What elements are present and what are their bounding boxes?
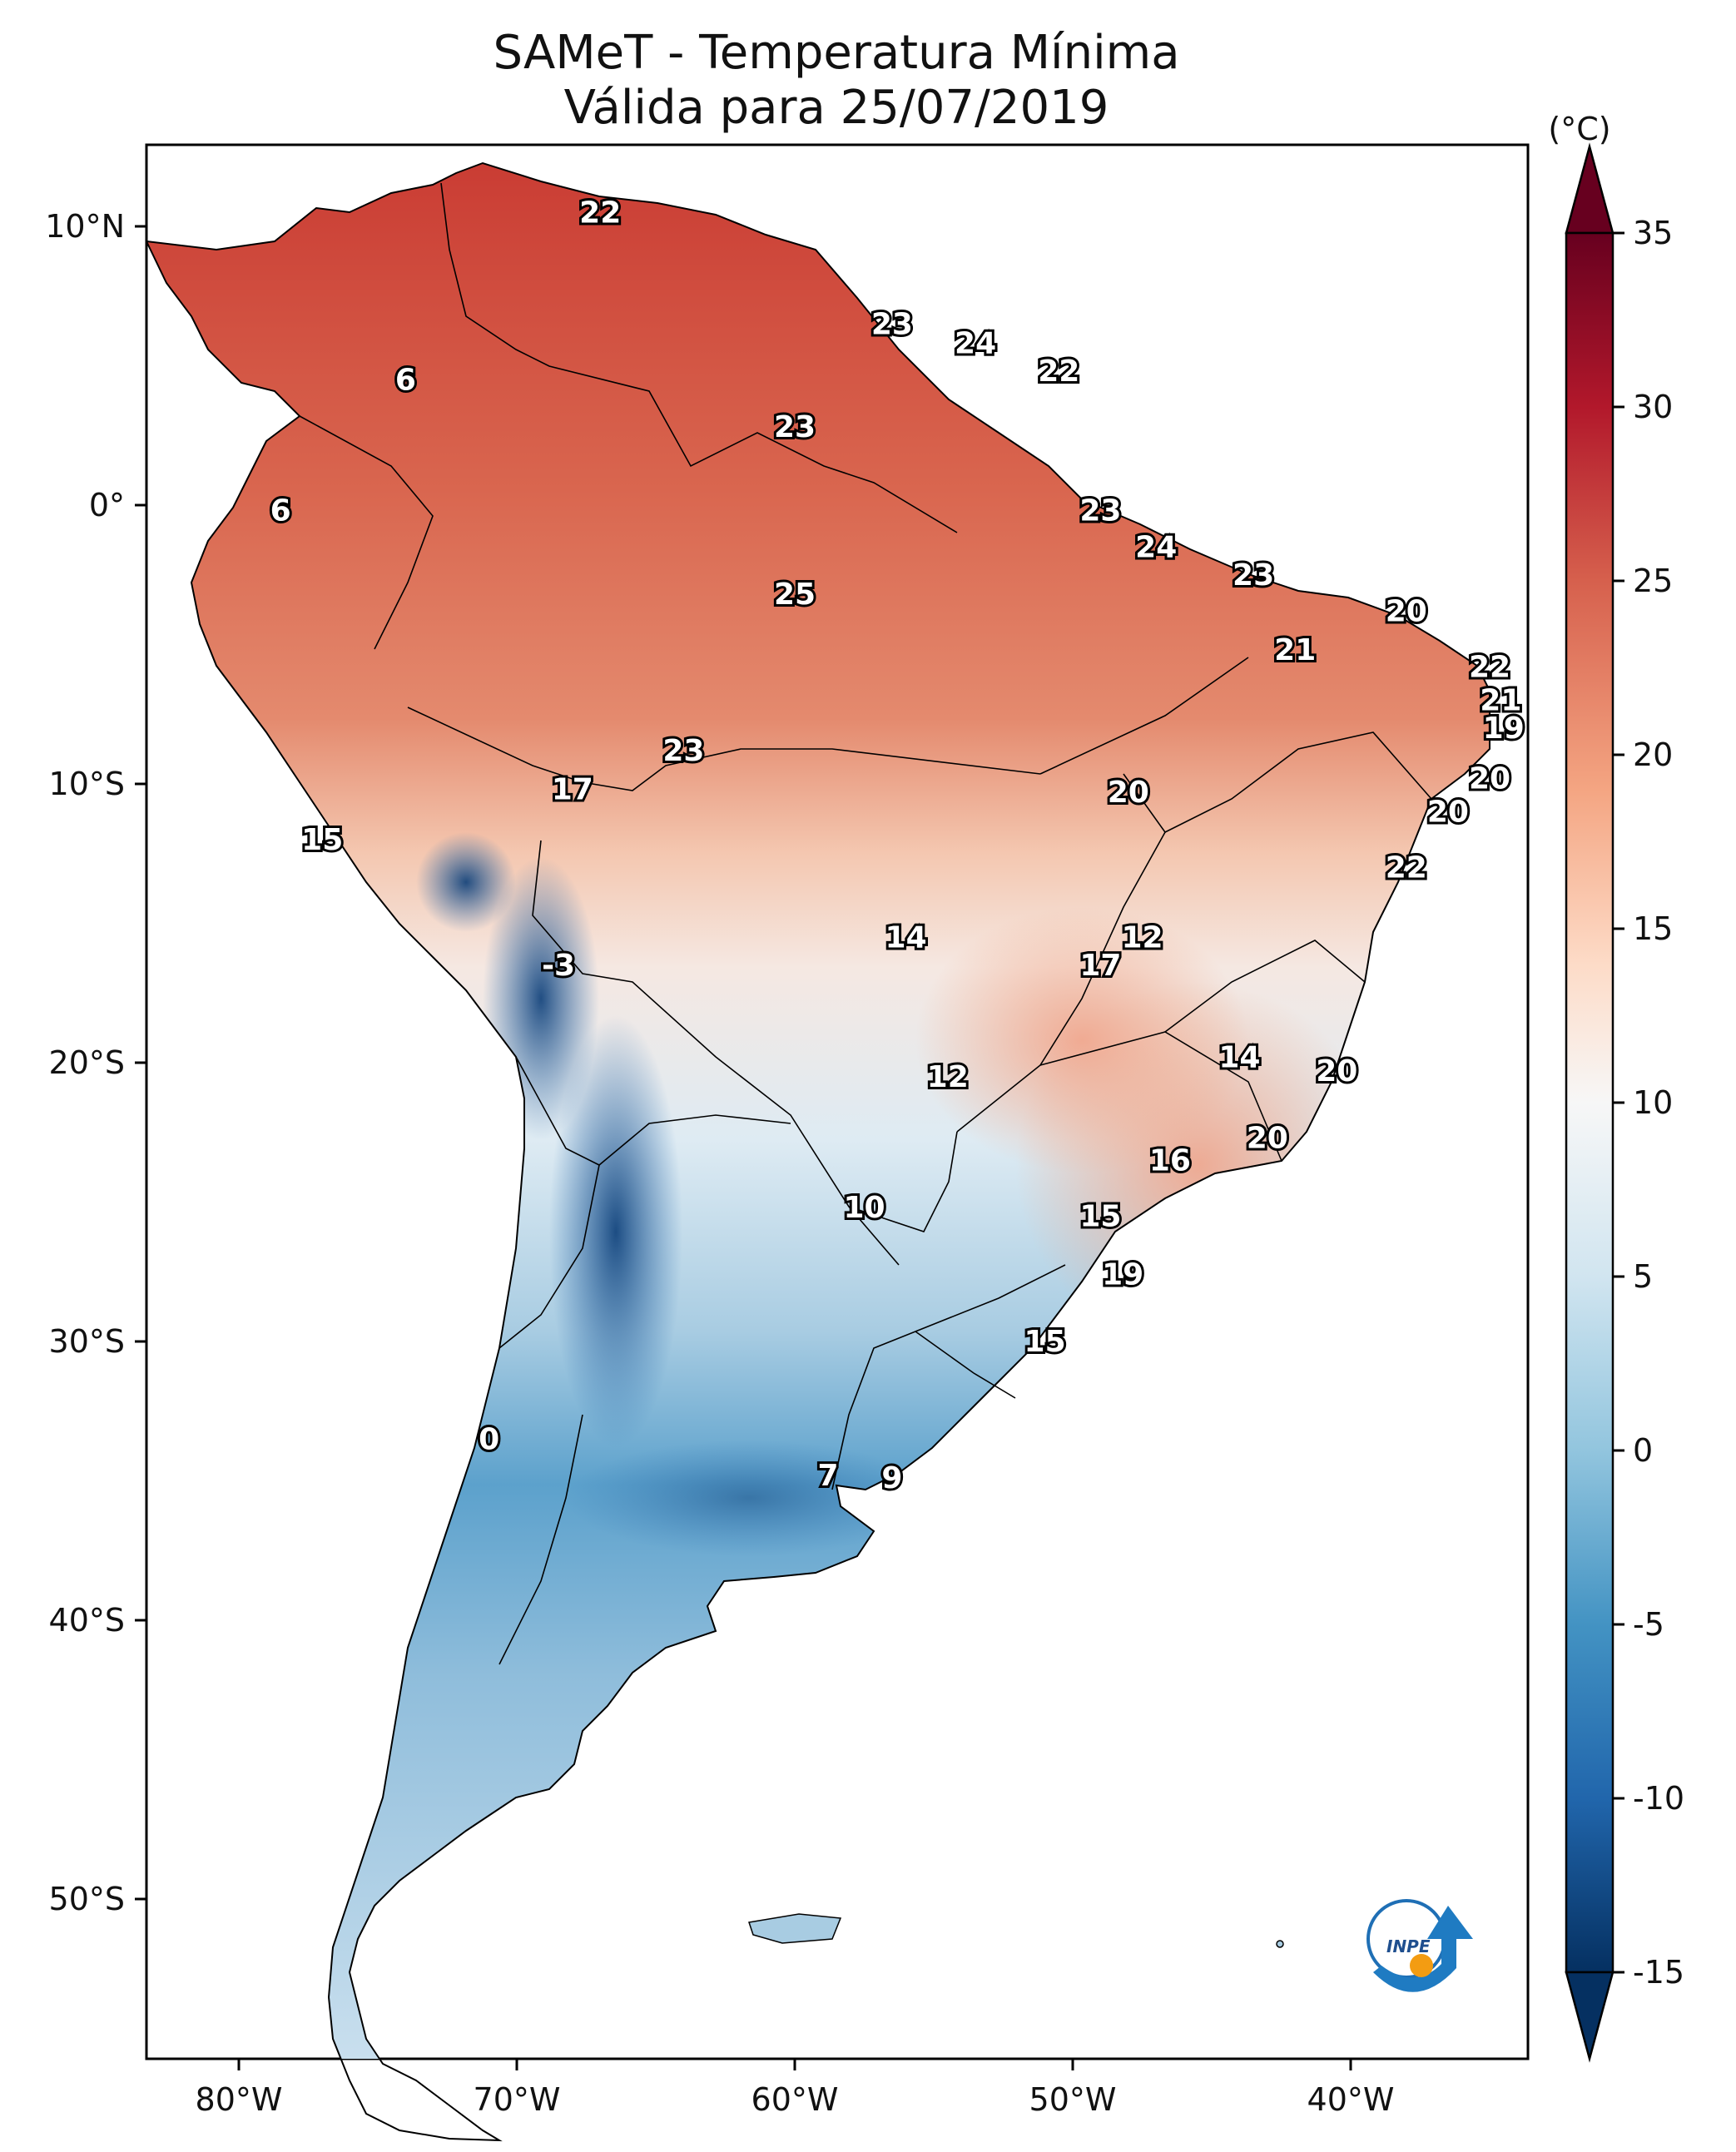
station-label: 22 <box>1386 851 1427 885</box>
station-label: 20 <box>1316 1054 1357 1088</box>
colorbar-tick-label: -5 <box>1633 1606 1664 1643</box>
colorbar-tick-label: 10 <box>1633 1084 1673 1121</box>
colorbar-ticks: 35 30 25 20 15 10 5 0 -5 -10 -15 <box>1613 215 1684 1991</box>
station-label: 10 <box>843 1191 885 1225</box>
lat-tick: 30°S <box>49 1323 125 1360</box>
colorbar-tick-label: 20 <box>1633 736 1673 773</box>
lon-tick: 40°W <box>1307 2081 1395 2118</box>
colorbar-tick-label: 0 <box>1633 1432 1653 1469</box>
station-label: 14 <box>885 920 927 955</box>
station-label: 0 <box>479 1422 499 1456</box>
station-label: 22 <box>1469 650 1510 684</box>
station-label: 6 <box>270 494 291 528</box>
station-label: 15 <box>301 823 343 857</box>
station-label: 6 <box>395 363 416 397</box>
station-label: 20 <box>1469 761 1510 796</box>
station-label: 21 <box>1274 633 1316 667</box>
station-label: 24 <box>1135 530 1177 564</box>
lat-tick: 40°S <box>49 1602 125 1639</box>
station-label: 21 <box>1480 684 1521 718</box>
colorbar-unit: (°C) <box>1548 111 1610 147</box>
station-label: -3 <box>542 949 575 983</box>
station-label: 19 <box>1483 712 1525 746</box>
station-label: 17 <box>1079 949 1121 983</box>
station-label: 9 <box>881 1461 902 1495</box>
station-label: 25 <box>774 578 816 612</box>
logo-text: INPE <box>1386 1936 1431 1956</box>
station-label: 20 <box>1427 796 1469 830</box>
lon-tick: 80°W <box>196 2081 283 2118</box>
station-label: 14 <box>1218 1040 1260 1074</box>
station-label: 17 <box>552 773 593 807</box>
station-label: 22 <box>1038 355 1079 389</box>
political-borders <box>299 182 1432 1665</box>
islands <box>748 1913 1284 1948</box>
map-title: SAMeT - Temperatura Mínima <box>493 26 1180 80</box>
colorbar-tick-label: -10 <box>1633 1780 1684 1817</box>
station-label: 22 <box>579 196 621 230</box>
station-label: 23 <box>871 307 913 341</box>
colorbar-tick-label: -15 <box>1633 1954 1684 1991</box>
station-label: 23 <box>1079 494 1121 528</box>
colorbar-tick-label: 15 <box>1633 910 1673 947</box>
station-label: 12 <box>1121 920 1163 955</box>
lat-tick: 10°S <box>49 766 125 802</box>
station-label: 20 <box>1386 594 1427 628</box>
station-label: 19 <box>1102 1258 1143 1292</box>
station-label: 15 <box>1079 1199 1121 1233</box>
lon-tick: 50°W <box>1029 2081 1117 2118</box>
station-label: 23 <box>1233 558 1274 593</box>
lat-tick: 0° <box>89 487 125 523</box>
station-label: 16 <box>1149 1143 1191 1178</box>
colorbar-bottom-arrow <box>1565 1971 1614 2063</box>
station-label: 24 <box>955 327 996 361</box>
lon-tick: 70°W <box>474 2081 561 2118</box>
tick-marks <box>135 225 1352 2070</box>
colorbar-tick-label: 35 <box>1633 215 1673 251</box>
station-label: 7 <box>818 1459 839 1493</box>
lon-axis: 80°W 70°W 60°W 50°W 40°W <box>196 2081 1395 2118</box>
lat-tick: 10°N <box>45 208 125 245</box>
lat-tick: 20°S <box>49 1044 125 1081</box>
map-subtitle: Válida para 25/07/2019 <box>563 81 1109 135</box>
station-label: 20 <box>1108 776 1149 810</box>
colorbar-tick-label: 5 <box>1633 1258 1653 1295</box>
lon-tick: 60°W <box>751 2081 839 2118</box>
station-label: 15 <box>1024 1325 1066 1359</box>
station-label: 20 <box>1247 1121 1288 1155</box>
inpe-logo-icon: INPE <box>1366 1899 1473 1992</box>
station-label: 12 <box>927 1060 969 1094</box>
colorbar-tick-label: 25 <box>1633 563 1673 599</box>
lat-tick: 50°S <box>49 1881 125 1917</box>
station-label: 23 <box>774 410 816 444</box>
station-label: 23 <box>662 734 704 768</box>
colorbar: (°C) 35 30 25 20 15 10 5 0 -5 -10 -15 <box>1548 111 1684 2063</box>
colorbar-tick-label: 30 <box>1633 389 1673 425</box>
coastline <box>145 161 1490 2142</box>
lat-axis: 10°N 0° 10°S 20°S 30°S 40°S 50°S <box>45 208 125 1917</box>
colorbar-ramp <box>1565 231 1614 1974</box>
colorbar-top-arrow <box>1565 142 1614 235</box>
